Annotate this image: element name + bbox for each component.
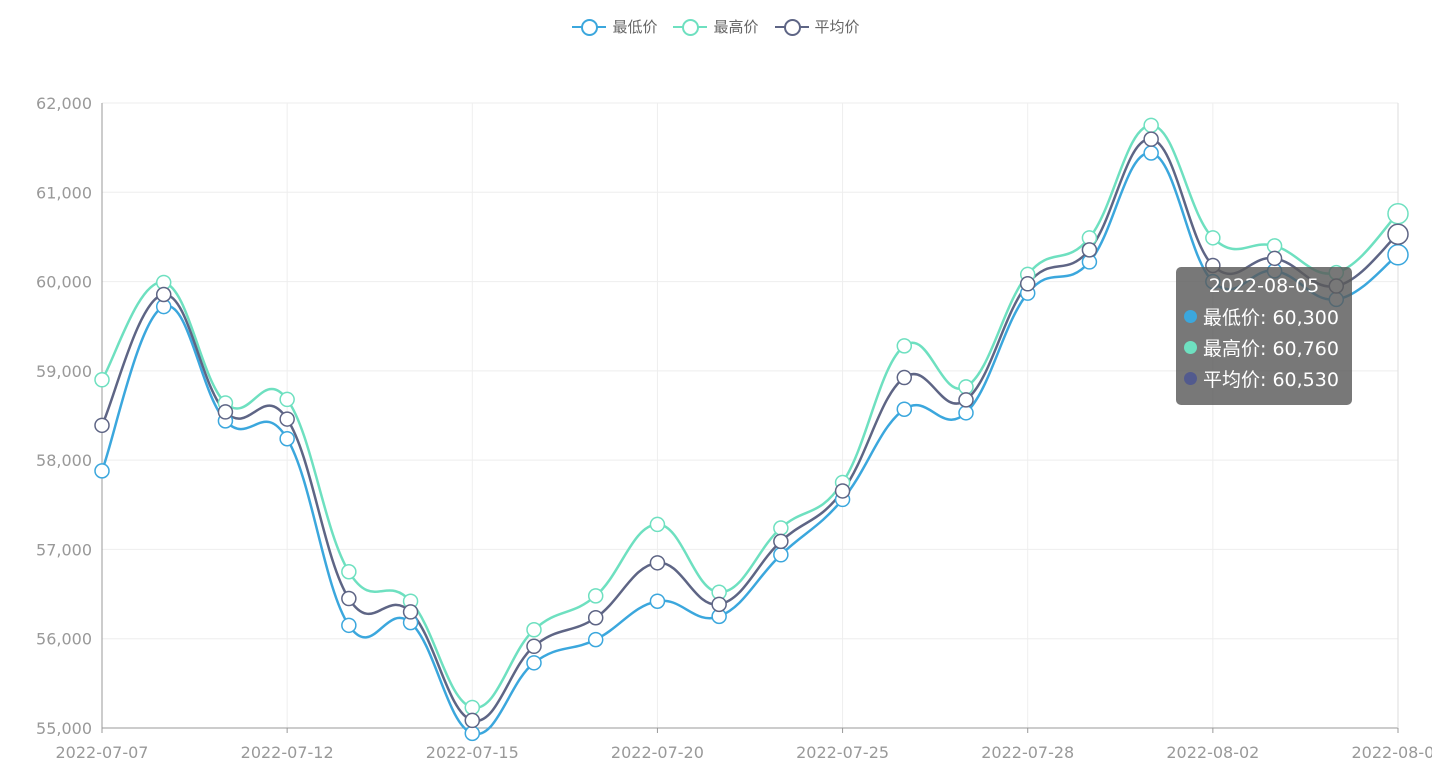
series-high-point <box>1205 230 1221 246</box>
y-tick-label: 62,000 <box>36 94 92 113</box>
y-tick-label: 55,000 <box>36 719 92 738</box>
x-tick-label: 2022-07-28 <box>981 743 1074 762</box>
tooltip-low-text: 最低价: 60,300 <box>1203 307 1339 329</box>
series-low-point <box>464 725 481 742</box>
series-avg-point <box>1387 223 1409 245</box>
legend-avg-label: 平均价 <box>814 18 860 36</box>
series-high-point <box>773 520 789 536</box>
series-avg-point <box>896 369 913 386</box>
legend-high-label: 最高价 <box>713 18 759 36</box>
tooltip-low-dot <box>1184 310 1197 323</box>
series-avg-point <box>1081 242 1098 258</box>
series-avg-point <box>217 404 234 420</box>
x-tick-label: 2022-08-05 <box>1352 743 1432 762</box>
series-avg-point <box>341 590 357 607</box>
series-avg-point <box>649 555 666 571</box>
series-avg-point <box>155 286 172 303</box>
series-avg-point <box>279 411 295 427</box>
series-high-line <box>100 124 1399 709</box>
x-tick-label: 2022-07-25 <box>796 743 889 762</box>
legend-avg-icon <box>774 17 809 37</box>
series-low-point <box>649 593 666 609</box>
chart-series <box>94 117 1409 742</box>
y-tick-label: 61,000 <box>36 183 92 202</box>
series-low-point <box>279 430 295 447</box>
series-low-point <box>958 405 974 421</box>
legend-high-icon <box>673 17 708 37</box>
series-low-point <box>773 547 789 563</box>
series-high-point <box>464 699 481 716</box>
series-high-point <box>1143 117 1159 134</box>
series-low-point <box>896 401 913 417</box>
y-tick-label: 57,000 <box>36 540 92 559</box>
y-tick-label: 58,000 <box>36 451 92 470</box>
series-avg-point <box>526 638 542 655</box>
series-low-point <box>341 617 357 634</box>
tooltip-row-low: 最低价: 60,300 <box>1184 301 1352 332</box>
tooltip-row-high: 最高价: 60,760 <box>1184 332 1352 363</box>
series-avg-point <box>834 483 851 499</box>
series-high-point <box>1387 202 1409 225</box>
chart-axes: 55,000 56,000 57,000 58,000 59,000 60,000 61,0… <box>36 94 1432 762</box>
series-avg-point <box>402 604 419 620</box>
legend-low-icon <box>572 17 607 37</box>
series-low-point <box>1143 145 1159 161</box>
y-tick-label: 56,000 <box>36 630 92 649</box>
series-high-point <box>526 622 542 638</box>
series-avg-point <box>958 392 974 408</box>
series-avg-line <box>100 137 1399 722</box>
legend-item-avg[interactable]: 平均价 <box>774 16 860 37</box>
series-avg-point <box>1019 276 1036 292</box>
series-high-point <box>94 372 110 388</box>
series-low-line <box>100 151 1399 736</box>
chart-tooltip: 2022-08-05 最低价: 60,300 最高价: 60,760 平均价: … <box>1176 267 1352 405</box>
tooltip-avg-text: 平均价: 60,530 <box>1203 369 1339 391</box>
tooltip-row-avg: 平均价: 60,530 <box>1184 363 1352 394</box>
series-high-point <box>896 338 913 354</box>
series-high-point <box>958 379 974 395</box>
x-tick-label: 2022-07-15 <box>426 743 519 762</box>
series-avg-point <box>587 609 604 626</box>
series-low-point <box>526 655 542 671</box>
series-avg-point <box>1143 131 1159 147</box>
y-tick-label: 60,000 <box>36 273 92 292</box>
series-high-point <box>279 391 295 408</box>
series-avg-point <box>711 596 727 613</box>
legend-item-low[interactable]: 最低价 <box>572 16 657 37</box>
series-low-point <box>587 631 604 648</box>
legend-item-high[interactable]: 最高价 <box>673 16 759 37</box>
series-low-point <box>1387 244 1409 266</box>
x-tick-label: 2022-08-02 <box>1166 743 1259 762</box>
series-high-point <box>341 564 357 580</box>
series-avg-point <box>773 533 789 550</box>
series-high-point <box>587 588 604 604</box>
tooltip-high-text: 最高价: 60,760 <box>1203 338 1339 360</box>
series-avg-point <box>94 417 110 434</box>
x-tick-label: 2022-07-20 <box>611 743 704 762</box>
tooltip-title: 2022-08-05 <box>1208 275 1320 297</box>
series-low-point <box>94 463 110 479</box>
series-high-point <box>649 516 666 533</box>
chart-legend: 最低价 最高价 平均价 <box>0 16 1432 37</box>
y-tick-label: 59,000 <box>36 362 92 381</box>
series-avg-point <box>1266 250 1283 267</box>
x-tick-label: 2022-07-12 <box>241 743 334 762</box>
tooltip-avg-dot <box>1184 372 1197 385</box>
legend-low-label: 最低价 <box>612 18 658 36</box>
tooltip-high-dot <box>1184 341 1197 354</box>
series-avg-point <box>464 712 481 729</box>
x-tick-label: 2022-07-07 <box>56 743 149 762</box>
